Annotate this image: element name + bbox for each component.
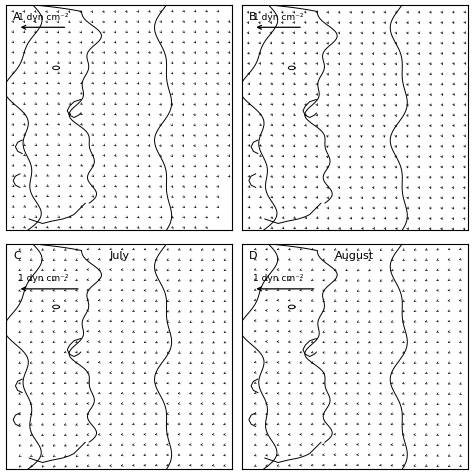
Text: 1 dyn cm⁻²: 1 dyn cm⁻² <box>254 13 304 22</box>
Text: A: A <box>13 11 21 21</box>
Text: July: July <box>109 251 129 261</box>
Text: B: B <box>249 11 256 21</box>
Text: 1 dyn cm⁻²: 1 dyn cm⁻² <box>18 274 68 283</box>
Text: D: D <box>249 251 257 261</box>
Text: 1 dyn cm⁻²: 1 dyn cm⁻² <box>18 13 68 22</box>
Text: 1 dyn cm⁻²: 1 dyn cm⁻² <box>254 274 304 283</box>
Text: August: August <box>335 251 374 261</box>
Text: C: C <box>13 251 21 261</box>
